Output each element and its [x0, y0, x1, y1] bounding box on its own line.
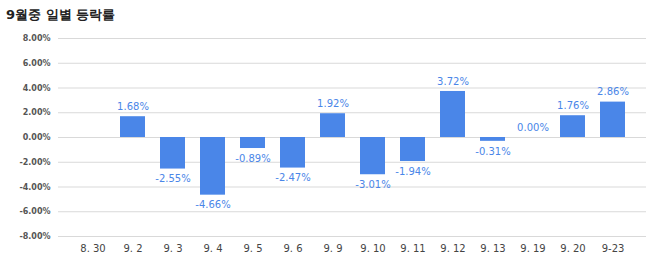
svg-text:9. 19: 9. 19: [520, 243, 545, 254]
svg-text:-0.31%: -0.31%: [475, 146, 510, 157]
svg-text:9. 5: 9. 5: [243, 243, 262, 254]
svg-text:9. 11: 9. 11: [400, 243, 425, 254]
svg-text:-1.94%: -1.94%: [395, 166, 430, 177]
svg-text:-6.00%: -6.00%: [19, 207, 50, 216]
svg-text:-8.00%: -8.00%: [19, 232, 50, 241]
svg-text:0.00%: 0.00%: [517, 122, 549, 133]
svg-text:2.86%: 2.86%: [597, 86, 629, 97]
svg-text:-4.00%: -4.00%: [19, 183, 50, 192]
svg-text:8. 30: 8. 30: [80, 243, 105, 254]
svg-text:-2.47%: -2.47%: [275, 172, 310, 183]
svg-text:-0.89%: -0.89%: [235, 153, 270, 164]
svg-text:-3.01%: -3.01%: [355, 179, 390, 190]
svg-text:2.00%: 2.00%: [23, 108, 51, 117]
svg-text:-4.66%: -4.66%: [195, 199, 230, 210]
svg-text:9. 3: 9. 3: [163, 243, 182, 254]
svg-text:9. 6: 9. 6: [283, 243, 302, 254]
svg-text:9. 13: 9. 13: [480, 243, 505, 254]
svg-text:9. 9: 9. 9: [323, 243, 342, 254]
svg-text:4.00%: 4.00%: [23, 84, 51, 93]
svg-text:6.00%: 6.00%: [23, 59, 51, 68]
svg-text:9. 10: 9. 10: [360, 243, 385, 254]
svg-text:9. 4: 9. 4: [203, 243, 222, 254]
svg-text:9. 12: 9. 12: [440, 243, 465, 254]
svg-text:0.00%: 0.00%: [23, 133, 51, 142]
svg-text:9. 2: 9. 2: [123, 243, 142, 254]
svg-text:9-23: 9-23: [602, 243, 625, 254]
svg-text:1.92%: 1.92%: [317, 98, 349, 109]
svg-text:-2.55%: -2.55%: [155, 173, 190, 184]
html-text:9월중 일별 등락률: 9월중 일별 등락률: [6, 7, 116, 22]
svg-text:1.76%: 1.76%: [557, 100, 589, 111]
svg-text:1.68%: 1.68%: [117, 101, 149, 112]
svg-text:3.72%: 3.72%: [437, 76, 469, 87]
svg-text:-2.00%: -2.00%: [19, 158, 50, 167]
svg-text:8.00%: 8.00%: [23, 34, 51, 43]
svg-text:9. 20: 9. 20: [560, 243, 585, 254]
